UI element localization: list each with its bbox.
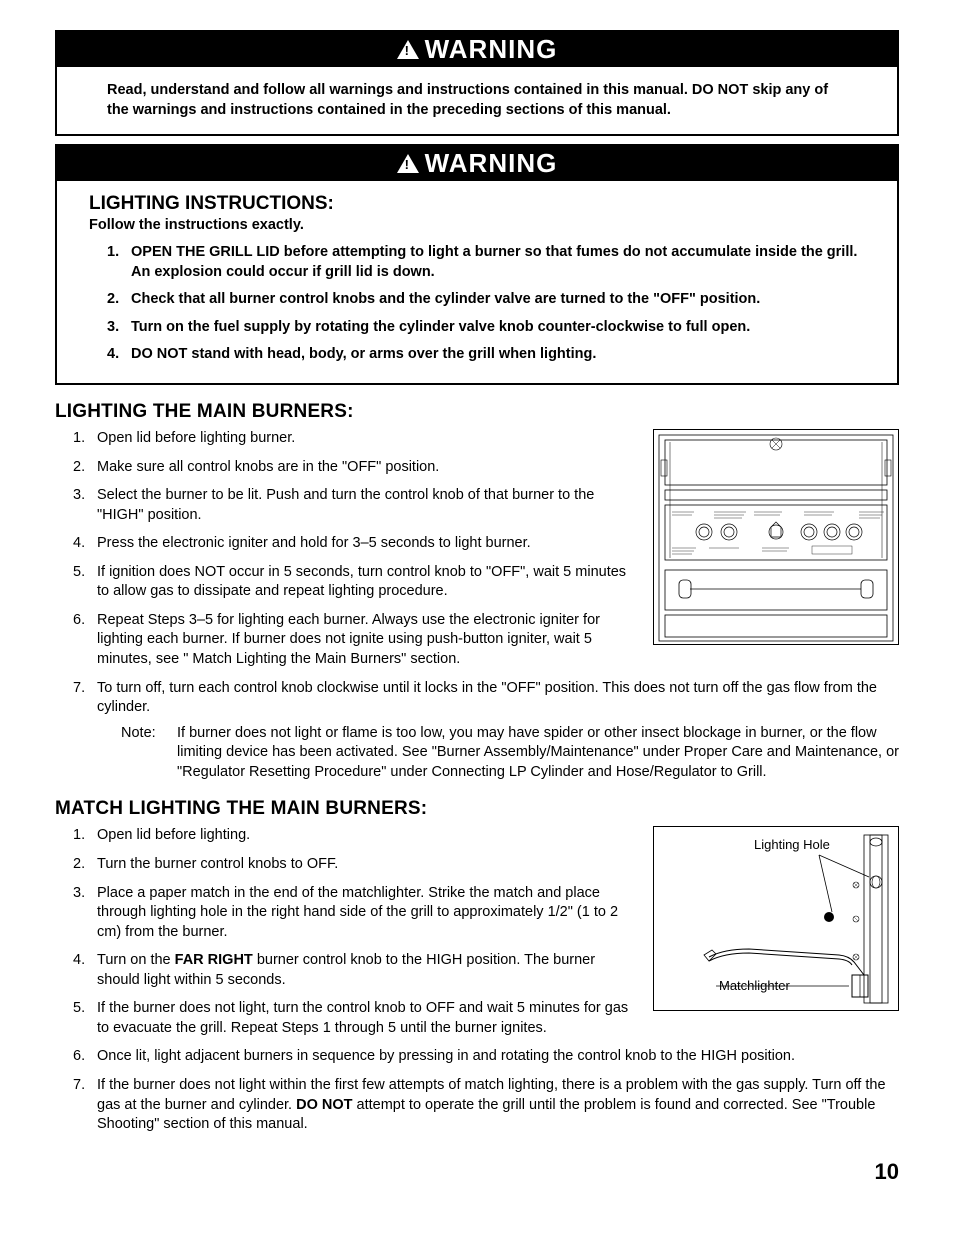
list-item: Open lid before lighting burner. [73,429,637,449]
warning-box-1: WARNING Read, understand and follow all … [55,30,899,136]
main-burners-list: Open lid before lighting burner. Make su… [55,429,637,670]
match-lighting-list: Open lid before lighting. Turn the burne… [55,826,637,1038]
match-lighting-section: Open lid before lighting. Turn the burne… [55,826,899,1047]
list-item: Press the electronic igniter and hold fo… [73,534,637,554]
main-burners-list-cont: To turn off, turn each control knob cloc… [55,679,899,783]
list-item: Select the burner to be lit. Push and tu… [73,486,637,525]
instruction-item: OPEN THE GRILL LID before attempting to … [107,243,865,282]
item7-text: To turn off, turn each control knob cloc… [97,680,877,716]
control-panel-svg [654,430,898,646]
list-item: Turn the burner control knobs to OFF. [73,855,637,875]
note-text: If burner does not light or flame is too… [177,724,899,783]
list-item: Place a paper match in the end of the ma… [73,884,637,943]
warning-header-2: WARNING [57,146,897,181]
list-item: Once lit, light adjacent burners in sequ… [73,1047,899,1067]
figure-control-panel [653,429,899,645]
note-block: Note: If burner does not light or flame … [121,724,899,783]
list-item: Repeat Steps 3–5 for lighting each burne… [73,611,637,670]
warning-box-2: WARNING LIGHTING INSTRUCTIONS: Follow th… [55,144,899,385]
warning-label-1: WARNING [425,34,558,65]
match-lighting-list-cont: Once lit, light adjacent burners in sequ… [55,1047,899,1134]
warning-label-2: WARNING [425,148,558,179]
list-item: Make sure all control knobs are in the "… [73,458,637,478]
item7-bold: DO NOT [296,1097,352,1113]
warning-triangle-icon [397,40,419,59]
note-label: Note: [121,724,177,783]
list-item: Turn on the FAR RIGHT burner control kno… [73,951,637,990]
main-burners-section: Open lid before lighting burner. Make su… [55,429,899,679]
item4-bold: FAR RIGHT [175,952,253,968]
lighting-instructions-title: LIGHTING INSTRUCTIONS: [89,193,865,215]
lighting-hole-label: Lighting Hole [754,837,830,852]
matchlighter-label: Matchlighter [719,978,790,993]
instruction-item: DO NOT stand with head, body, or arms ov… [107,345,865,365]
list-item: If the burner does not light within the … [73,1076,899,1135]
main-burners-heading: LIGHTING THE MAIN BURNERS: [55,401,899,423]
warning-body-2: LIGHTING INSTRUCTIONS: Follow the instru… [57,181,897,383]
lighting-instructions-list: OPEN THE GRILL LID before attempting to … [89,243,865,365]
page-number: 10 [55,1159,899,1185]
matchlight-svg: Lighting Hole Matchlighter [654,827,898,1012]
item4-pre: Turn on the [97,952,175,968]
match-lighting-heading: MATCH LIGHTING THE MAIN BURNERS: [55,798,899,820]
figure-matchlight: Lighting Hole Matchlighter [653,826,899,1011]
instruction-item: Turn on the fuel supply by rotating the … [107,318,865,338]
warning-body-1: Read, understand and follow all warnings… [57,67,897,134]
list-item: If the burner does not light, turn the c… [73,999,637,1038]
lighting-instructions-subtitle: Follow the instructions exactly. [89,217,865,233]
instruction-item: Check that all burner control knobs and … [107,290,865,310]
warning-header-1: WARNING [57,32,897,67]
warning-triangle-icon [397,154,419,173]
list-item: If ignition does NOT occur in 5 seconds,… [73,563,637,602]
list-item: Open lid before lighting. [73,826,637,846]
list-item: To turn off, turn each control knob cloc… [73,679,899,783]
